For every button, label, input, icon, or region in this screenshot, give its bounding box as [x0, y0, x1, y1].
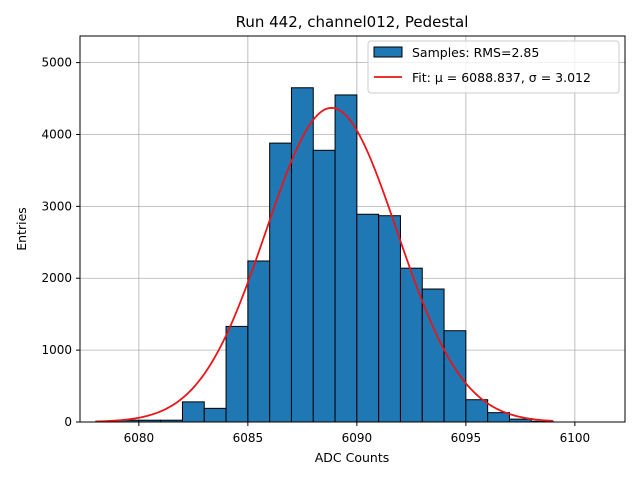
histogram-bar-16 [465, 399, 489, 423]
y-tick-label-3: 3000 [41, 199, 72, 213]
y-tick-label-4: 4000 [41, 127, 72, 141]
legend: Samples: RMS=2.85 Fit: μ = 6088.837, σ =… [367, 40, 620, 94]
legend-label-fit: Fit: μ = 6088.837, σ = 3.012 [412, 70, 591, 85]
y-tick-label-2: 2000 [41, 271, 72, 285]
plot-frame [79, 35, 626, 423]
x-ticks: 6080 6085 6090 6095 6100 [124, 422, 591, 445]
x-tick-label-0: 6080 [124, 431, 155, 445]
x-tick-label-3: 6095 [451, 431, 482, 445]
histogram-bar-3 [181, 401, 205, 423]
chart-title: Run 442, channel012, Pedestal [236, 13, 469, 31]
x-tick-label-4: 6100 [560, 431, 591, 445]
histogram-bar-6 [247, 260, 271, 423]
histogram-bar-17 [487, 412, 510, 423]
y-tick-label-5: 5000 [41, 56, 72, 70]
histogram-bar-10 [334, 94, 358, 423]
y-tick-label-0: 0 [64, 415, 72, 429]
bars-layer [116, 87, 554, 423]
x-tick-label-1: 6085 [233, 431, 264, 445]
y-axis-label: Entries [14, 207, 29, 251]
legend-swatch-samples [373, 46, 403, 58]
fit-layer [95, 107, 554, 423]
legend-box [367, 40, 620, 94]
histogram-bar-12 [378, 215, 401, 423]
histogram-bar-9 [312, 149, 336, 423]
histogram-bar-5 [225, 325, 249, 423]
histogram-bar-7 [269, 142, 292, 423]
fit-curve [95, 107, 554, 423]
histogram-bar-15 [443, 330, 467, 423]
y-ticks: 0 1000 2000 3000 4000 5000 [41, 56, 80, 429]
x-axis-label: ADC Counts [315, 450, 390, 465]
x-tick-label-2: 6090 [342, 431, 373, 445]
histogram-bar-11 [356, 213, 380, 423]
histogram-bar-4 [203, 407, 227, 423]
legend-label-samples: Samples: RMS=2.85 [412, 45, 539, 60]
y-tick-label-1: 1000 [41, 343, 72, 357]
